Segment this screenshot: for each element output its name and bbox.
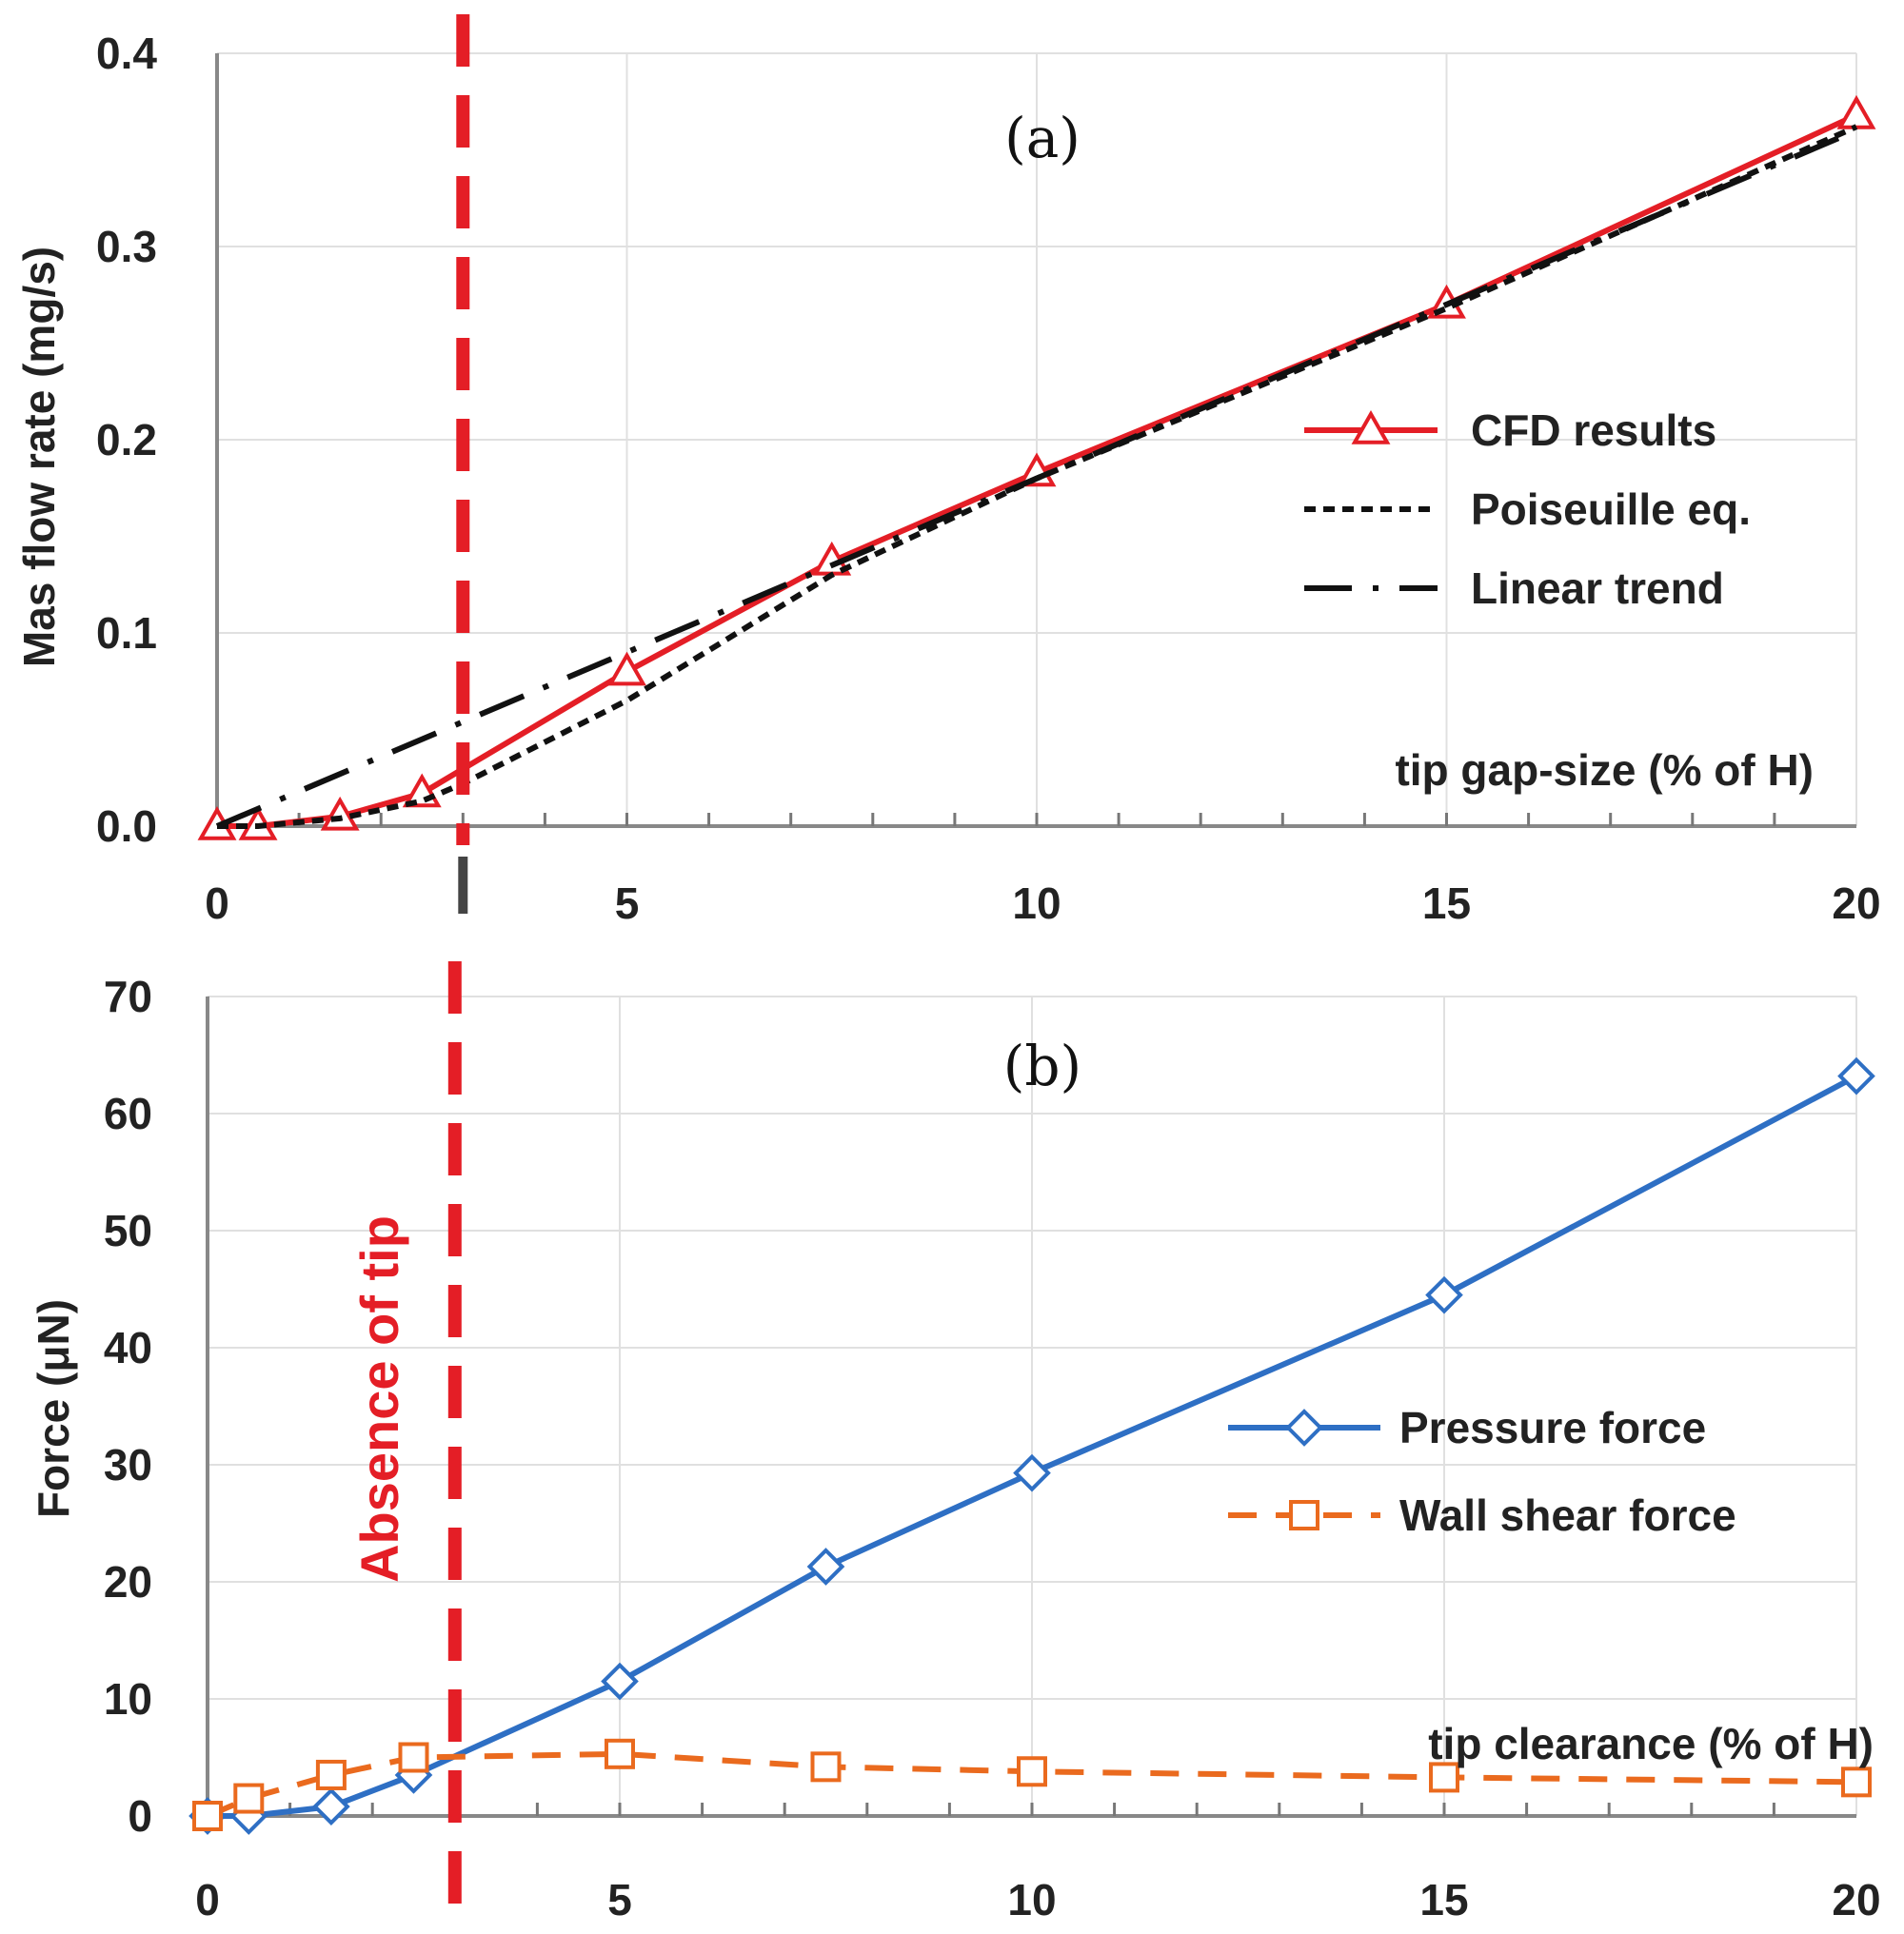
data-point-marker: [601, 1662, 639, 1701]
panel-a-y-tick-labels: 0.0 0.1 0.2 0.3 0.4: [96, 29, 157, 851]
series-linear-trend: [215, 128, 1858, 829]
data-point-marker: [312, 1787, 350, 1825]
data-point-marker: [1285, 1409, 1323, 1447]
y-tick-label: 50: [104, 1206, 152, 1255]
y-tick-label: 10: [104, 1674, 152, 1724]
absence-of-tip-label: Absence of tip: [349, 1215, 409, 1583]
legend-label: Pressure force: [1399, 1403, 1706, 1452]
data-point-marker: [192, 1801, 223, 1831]
y-tick-label: 0.1: [96, 608, 157, 658]
legend-label: Poiseuille eq.: [1471, 484, 1751, 534]
x-tick-label: 15: [1422, 878, 1471, 928]
panel-a-legend: CFD results Poiseuille eq. Linear trend: [1304, 405, 1751, 613]
panel-b-y-axis-label: Force (μN): [29, 1299, 78, 1518]
x-tick-label: 0: [205, 878, 229, 928]
y-tick-label: 0: [128, 1791, 152, 1841]
y-tick-label: 20: [104, 1557, 152, 1607]
x-tick-label: 20: [1832, 1875, 1880, 1924]
x-tick-label: 10: [1007, 1875, 1056, 1924]
data-point-marker: [1836, 94, 1876, 129]
series-line: [215, 128, 1858, 829]
data-point-marker: [607, 651, 646, 686]
y-tick-label: 30: [104, 1440, 152, 1490]
panel-b-x-axis-label: tip clearance (% of H): [1428, 1719, 1874, 1768]
y-tick-label: 0.3: [96, 222, 157, 271]
x-tick-label: 0: [195, 1875, 220, 1924]
data-point-marker: [1429, 1762, 1459, 1793]
data-point-marker: [315, 1759, 347, 1790]
y-tick-label: 70: [104, 972, 152, 1021]
x-tick-label: 15: [1419, 1875, 1468, 1924]
series-line: [206, 1750, 1857, 1819]
series-wall-shear-force: [192, 1738, 1872, 1831]
data-point-marker: [233, 1783, 265, 1814]
x-tick-label: 5: [607, 1875, 632, 1924]
panel-a-axes: [215, 53, 1856, 828]
panel-a-series: [197, 94, 1876, 840]
y-tick-label: 0.0: [96, 801, 157, 851]
panel-a-x-tick-labels: 0 5 10 15 20: [205, 878, 1880, 928]
panel-a-label: (a): [1004, 106, 1081, 170]
x-tick-label: 5: [615, 878, 640, 928]
panel-b-legend: Pressure force Wall shear force: [1228, 1403, 1736, 1540]
data-point-marker: [1837, 1056, 1875, 1095]
series-line: [217, 124, 1858, 829]
y-tick-label: 40: [104, 1323, 152, 1372]
legend-label: CFD results: [1471, 405, 1716, 455]
data-point-marker: [1289, 1500, 1319, 1530]
x-tick-label: 10: [1012, 878, 1061, 928]
data-point-marker: [1841, 1766, 1872, 1798]
y-tick-label: 60: [104, 1089, 152, 1138]
y-tick-label: 0.2: [96, 415, 157, 464]
panel-b-series: [188, 1056, 1875, 1835]
data-point-marker: [806, 1548, 845, 1586]
panel-a: 0.0 0.1 0.2 0.3 0.4 0 5 10 15 20 (a) tip gap-siz…: [14, 29, 1881, 928]
absence-of-tip-annotation: [447, 14, 470, 1927]
legend-label: Linear trend: [1471, 563, 1724, 613]
data-point-marker: [1351, 409, 1391, 444]
panel-b-axes: [206, 997, 1856, 1818]
data-point-marker: [1425, 1275, 1463, 1314]
panel-a-grid: [217, 52, 1857, 826]
y-tick-label: 0.4: [96, 29, 157, 78]
panel-b-grid: [208, 996, 1857, 1816]
panel-a-x-axis-label: tip gap-size (% of H): [1395, 745, 1814, 795]
panel-b-label: (b): [1003, 1034, 1081, 1098]
x-tick-label: 20: [1832, 878, 1880, 928]
panel-b: 0 10 20 30 40 50 60 70 0 5 10 15 20 (b) tip clearan…: [29, 972, 1881, 1924]
panel-a-y-axis-label: Mas flow rate (mg/s): [14, 247, 64, 667]
data-point-marker: [605, 1738, 635, 1769]
data-point-marker: [1017, 1756, 1047, 1787]
panel-b-y-tick-labels: 0 10 20 30 40 50 60 70: [104, 972, 152, 1841]
data-point-marker: [398, 1742, 429, 1773]
data-point-marker: [1013, 1453, 1051, 1492]
legend-label: Wall shear force: [1399, 1490, 1736, 1540]
series-poiseuille-eq-: [217, 124, 1858, 829]
panel-b-x-tick-labels: 0 5 10 15 20: [195, 1875, 1880, 1924]
data-point-marker: [810, 1751, 842, 1783]
